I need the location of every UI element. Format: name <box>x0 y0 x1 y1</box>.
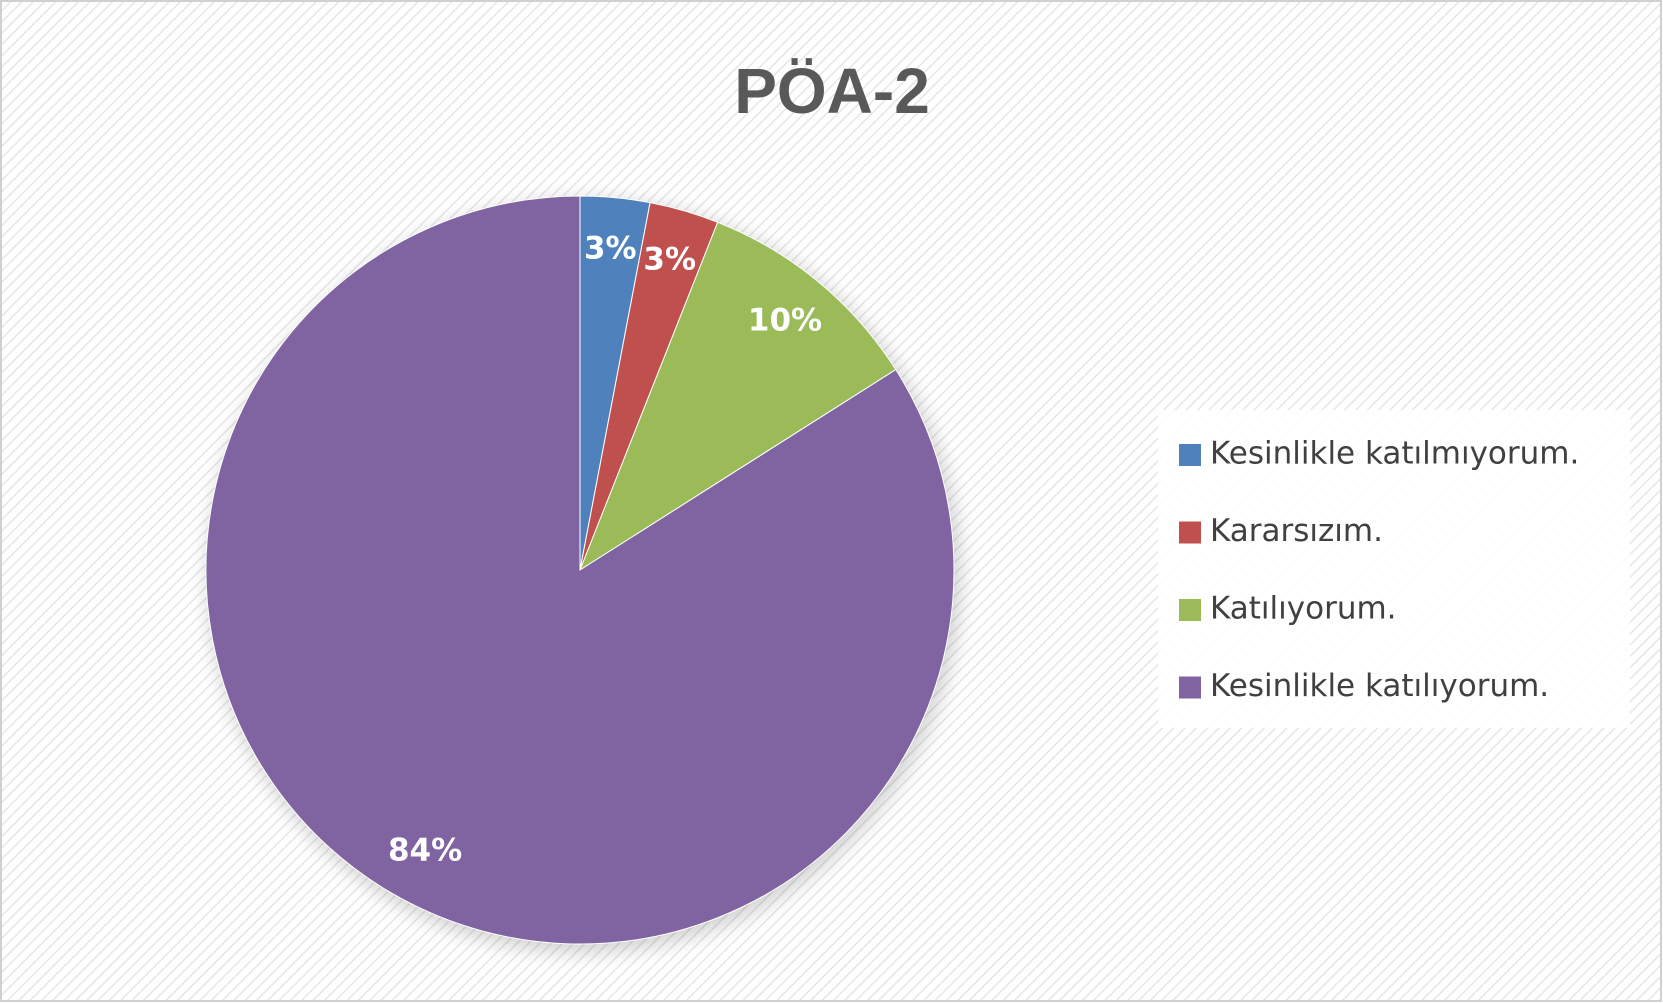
legend-label: Katılıyorum. <box>1210 591 1397 627</box>
data-label: 3% <box>643 242 696 278</box>
data-label: 84% <box>388 832 462 868</box>
legend-swatch <box>1179 521 1201 544</box>
legend-swatch <box>1179 676 1201 699</box>
legend-swatch <box>1179 599 1201 621</box>
legend-swatch <box>1179 444 1201 466</box>
chart-title: PÖA-2 <box>734 55 930 127</box>
legend-label: Kesinlikle katılıyorum. <box>1210 668 1549 704</box>
pie-slice <box>205 195 955 945</box>
pie-slice <box>578 221 897 572</box>
data-label: 3% <box>584 230 637 266</box>
legend-label: Kesinlikle katılmıyorum. <box>1210 436 1579 472</box>
legend-label: Kararsızım. <box>1210 513 1383 549</box>
legend-box <box>1158 410 1630 728</box>
data-label: 10% <box>748 303 822 339</box>
